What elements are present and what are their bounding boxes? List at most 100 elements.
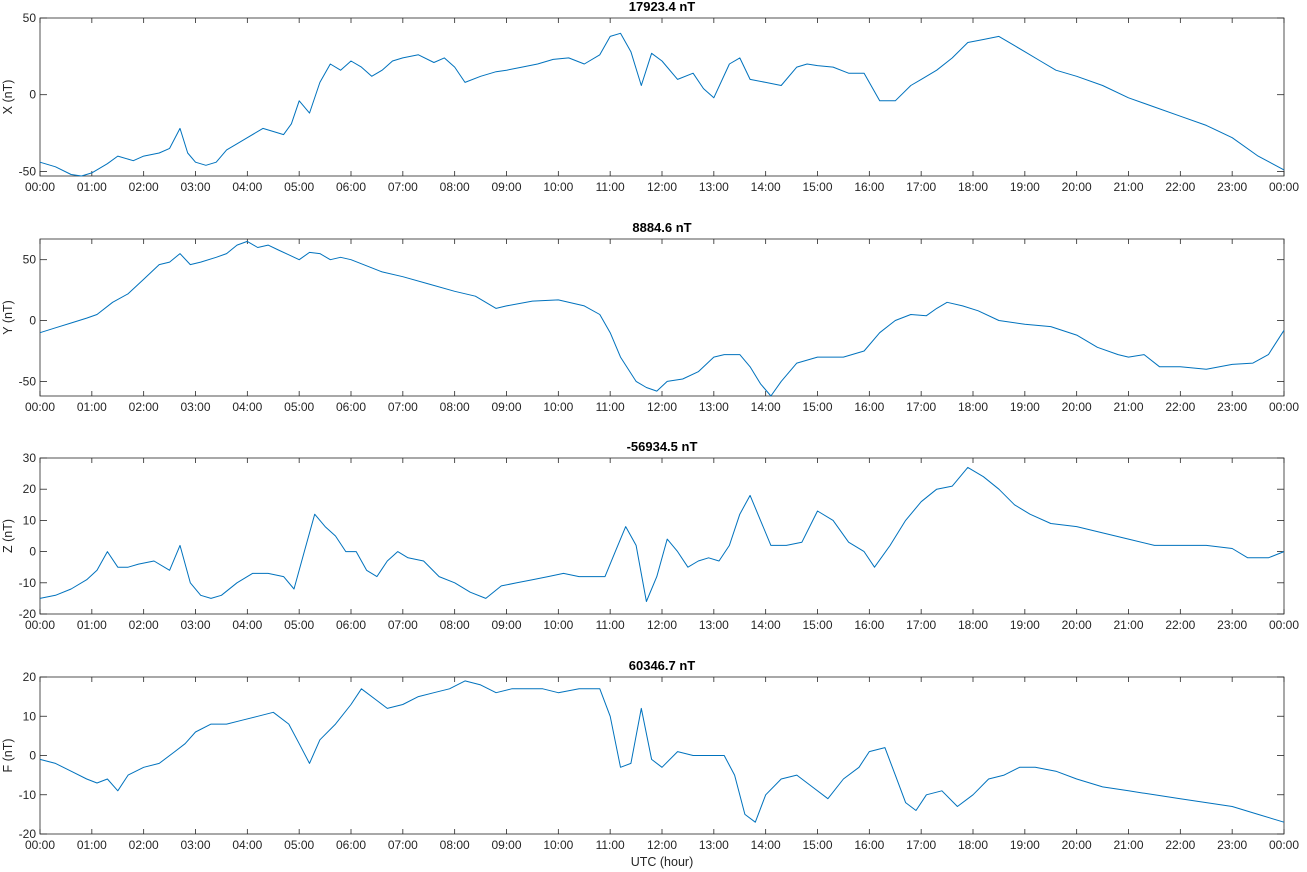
z-x-tick-label: 08:00	[440, 618, 470, 632]
z-y-tick-label: 10	[23, 513, 37, 527]
z-x-tick-label: 06:00	[336, 618, 366, 632]
y-x-tick-label: 16:00	[854, 400, 884, 414]
f-x-tick-label: 12:00	[647, 838, 677, 852]
f-series-line	[39, 680, 1285, 823]
z-x-tick-label: 12:00	[647, 618, 677, 632]
f-x-tick-label: 00:00	[1269, 838, 1299, 852]
y-x-tick-label: 05:00	[284, 400, 314, 414]
f-x-tick-label: 00:00	[25, 838, 55, 852]
f-x-tick-label: 07:00	[388, 838, 418, 852]
y-y-axis-label: Y (nT)	[1, 300, 15, 335]
z-x-tick-label: 04:00	[232, 618, 262, 632]
x-x-tick-label: 13:00	[699, 180, 729, 194]
z-x-tick-label: 10:00	[543, 618, 573, 632]
f-x-tick-label: 08:00	[440, 838, 470, 852]
z-y-axis-label: Z (nT)	[1, 519, 15, 553]
x-x-tick-label: 23:00	[1217, 180, 1247, 194]
f-x-tick-label: 19:00	[1010, 838, 1040, 852]
y-x-tick-label: 04:00	[232, 400, 262, 414]
y-x-tick-label: 23:00	[1217, 400, 1247, 414]
x-x-tick-label: 17:00	[906, 180, 936, 194]
y-x-tick-label: 17:00	[906, 400, 936, 414]
x-x-tick-label: 14:00	[751, 180, 781, 194]
y-x-tick-label: 18:00	[958, 400, 988, 414]
y-y-tick-label: 50	[23, 253, 37, 267]
x-x-tick-label: 22:00	[1165, 180, 1195, 194]
f-x-tick-label: 17:00	[906, 838, 936, 852]
f-x-tick-label: 15:00	[802, 838, 832, 852]
y-y-tick-label: 0	[29, 314, 36, 328]
f-x-tick-label: 20:00	[1062, 838, 1092, 852]
z-x-tick-label: 05:00	[284, 618, 314, 632]
x-x-tick-label: 09:00	[491, 180, 521, 194]
y-x-tick-label: 10:00	[543, 400, 573, 414]
f-x-tick-label: 13:00	[699, 838, 729, 852]
z-y-tick-label: 20	[23, 482, 37, 496]
x-x-tick-label: 03:00	[180, 180, 210, 194]
z-x-tick-label: 19:00	[1010, 618, 1040, 632]
y-series-line	[39, 240, 1285, 397]
z-x-tick-label: 01:00	[77, 618, 107, 632]
x-x-tick-label: 05:00	[284, 180, 314, 194]
x-x-tick-label: 01:00	[77, 180, 107, 194]
x-x-tick-label: 08:00	[440, 180, 470, 194]
x-axis-label: UTC (hour)	[631, 855, 694, 869]
z-x-tick-label: 02:00	[129, 618, 159, 632]
f-x-tick-label: 09:00	[491, 838, 521, 852]
f-axes-box	[39, 676, 1285, 835]
y-x-tick-label: 07:00	[388, 400, 418, 414]
x-x-tick-label: 12:00	[647, 180, 677, 194]
f-x-tick-label: 01:00	[77, 838, 107, 852]
f-chart-title: 60346.7 nT	[629, 658, 696, 673]
z-series-line	[39, 466, 1285, 602]
y-x-tick-label: 02:00	[129, 400, 159, 414]
x-x-tick-label: 16:00	[854, 180, 884, 194]
z-y-tick-label: 30	[23, 451, 37, 465]
y-x-tick-label: 03:00	[180, 400, 210, 414]
z-y-tick-label: -10	[19, 576, 37, 590]
y-x-tick-label: 20:00	[1062, 400, 1092, 414]
y-x-tick-label: 21:00	[1113, 400, 1143, 414]
f-x-tick-label: 04:00	[232, 838, 262, 852]
x-x-tick-label: 20:00	[1062, 180, 1092, 194]
y-x-tick-label: 14:00	[751, 400, 781, 414]
y-x-tick-label: 11:00	[596, 400, 625, 414]
f-y-axis-label: F (nT)	[1, 738, 15, 772]
x-x-tick-label: 00:00	[1269, 180, 1299, 194]
z-y-tick-label: -20	[19, 607, 37, 621]
x-x-tick-label: 15:00	[802, 180, 832, 194]
f-x-tick-label: 14:00	[751, 838, 781, 852]
f-y-tick-label: 10	[23, 709, 37, 723]
x-y-tick-label: -50	[19, 164, 37, 178]
f-x-tick-label: 18:00	[958, 838, 988, 852]
z-x-tick-label: 16:00	[854, 618, 884, 632]
x-y-tick-label: 0	[29, 88, 36, 102]
x-axes-box	[39, 17, 1285, 177]
z-x-tick-label: 00:00	[25, 618, 55, 632]
x-series-line	[39, 32, 1285, 177]
y-x-tick-label: 08:00	[440, 400, 470, 414]
y-x-tick-label: 12:00	[647, 400, 677, 414]
z-x-tick-label: 07:00	[388, 618, 418, 632]
x-x-tick-label: 00:00	[25, 180, 55, 194]
f-x-tick-label: 02:00	[129, 838, 159, 852]
z-y-tick-label: 0	[29, 545, 36, 559]
z-x-tick-label: 17:00	[906, 618, 936, 632]
y-chart-title: 8884.6 nT	[632, 220, 691, 235]
x-x-tick-label: 10:00	[543, 180, 573, 194]
x-x-tick-label: 06:00	[336, 180, 366, 194]
x-x-tick-label: 07:00	[388, 180, 418, 194]
y-x-tick-label: 00:00	[25, 400, 55, 414]
y-x-tick-label: 22:00	[1165, 400, 1195, 414]
y-x-tick-label: 19:00	[1010, 400, 1040, 414]
x-x-tick-label: 11:00	[596, 180, 625, 194]
y-y-tick-label: -50	[19, 374, 37, 388]
f-x-tick-label: 23:00	[1217, 838, 1247, 852]
y-x-tick-label: 01:00	[77, 400, 107, 414]
f-x-tick-label: 05:00	[284, 838, 314, 852]
z-x-tick-label: 23:00	[1217, 618, 1247, 632]
z-x-tick-label: 20:00	[1062, 618, 1092, 632]
y-x-tick-label: 06:00	[336, 400, 366, 414]
x-y-axis-label: X (nT)	[1, 80, 15, 115]
